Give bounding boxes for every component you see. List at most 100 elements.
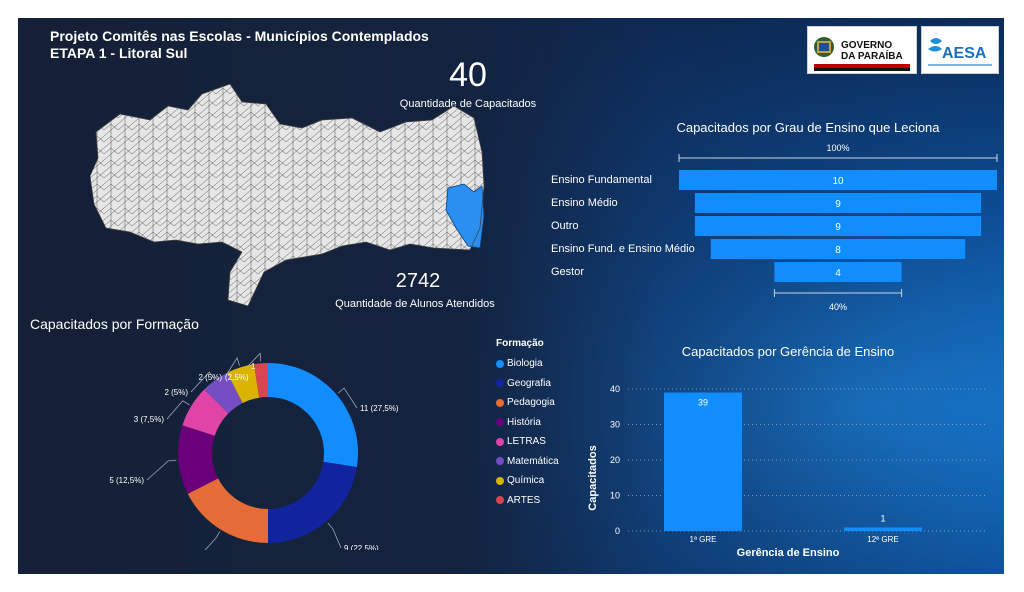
donut-leader-line — [337, 387, 358, 409]
legend-dot-icon — [496, 496, 504, 505]
map-litoral-sul-highlight — [445, 183, 485, 249]
donut-data-label: 5 (12,5%) — [109, 476, 144, 485]
donut-data-label: 11 (27,5%) — [360, 404, 399, 413]
funnel-category-label: Gestor — [551, 266, 584, 278]
aesa-logo-text: AESA — [942, 45, 987, 62]
donut-slice — [268, 461, 357, 543]
funnel-category-label: Ensino Médio — [551, 197, 618, 209]
column-title: Capacitados por Gerência de Ensino — [682, 344, 894, 359]
column-chart: Capacitados por Gerência de Ensino Capac… — [587, 344, 988, 559]
title-line-1: Projeto Comitês nas Escolas - Municípios… — [50, 28, 429, 44]
donut-leader-line — [146, 459, 177, 481]
funnel-value-label: 4 — [835, 268, 841, 279]
funnel-top-percent: 100% — [826, 143, 849, 153]
legend-label: Química — [507, 475, 545, 487]
funnel-bars: 10 Ensino Fundamental 9 Ensino Médio 9 Outro 8… — [551, 170, 997, 282]
legend-label: ARTES — [507, 494, 541, 506]
donut-labels: 11 (27,5%)9 (22,5%)7 (17,5%)5 (12,5%)3 (… — [109, 352, 399, 550]
legend-dot-icon — [496, 457, 504, 466]
funnel-bar — [710, 239, 966, 259]
funnel-category-label: Ensino Fundamental — [551, 174, 652, 186]
legend-dot-icon — [496, 437, 504, 446]
legend-item: Geografia — [496, 374, 559, 394]
legend-dot-icon — [496, 398, 504, 407]
donut-leader-line — [224, 356, 240, 378]
donut-slice — [187, 478, 268, 543]
funnel-value-label: 9 — [835, 199, 841, 210]
kpi-alunos-value: 2742 — [395, 270, 441, 292]
legend-label: História — [507, 416, 541, 428]
title-line-2: ETAPA 1 - Litoral Sul — [50, 45, 188, 61]
donut-data-label-extra: (2,5%) — [225, 373, 249, 382]
legend-items: Biologia Geografia Pedagogia História LETRAS… — [496, 354, 559, 510]
funnel-bar — [694, 216, 982, 236]
funnel-chart: Capacitados por Grau de Ensino que Lecio… — [551, 120, 998, 312]
legend-dot-icon — [496, 359, 504, 368]
donut-legend: Formação Biologia Geografia Pedagogia Histó… — [496, 338, 559, 510]
donut-slice — [227, 364, 260, 404]
funnel-title: Capacitados por Grau de Ensino que Lecio… — [676, 120, 940, 135]
column-bar — [844, 527, 922, 531]
legend-item: Pedagogia — [496, 393, 559, 413]
aesa-logo: AESA — [921, 26, 999, 74]
donut-slice — [268, 363, 358, 468]
donut-data-label: 3 (7,5%) — [134, 415, 165, 424]
gov-logo-line2: DA PARAÍBA — [841, 49, 903, 62]
coat-of-arms-icon — [814, 37, 834, 57]
column-value-label: 39 — [698, 398, 708, 408]
donut-chart: 11 (27,5%)9 (22,5%)7 (17,5%)5 (12,5%)3 (… — [109, 352, 399, 550]
legend-item: Matemática — [496, 452, 559, 472]
column-xlabel: Gerência de Ensino — [737, 547, 840, 559]
legend-item: LETRAS — [496, 432, 559, 452]
map-municipality-borders — [90, 84, 484, 306]
donut-slices — [178, 363, 358, 543]
dashboard-canvas: Projeto Comitês nas Escolas - Municípios… — [18, 18, 1004, 574]
column-ytick-label: 10 — [610, 491, 620, 501]
column-category-label: 12ª GRE — [867, 535, 898, 544]
gov-paraiba-logo-graphic: GOVERNO DA PARAÍBA — [814, 37, 910, 71]
donut-title: Capacitados por Formação — [30, 316, 199, 332]
gov-logo-line1: GOVERNO — [841, 40, 892, 51]
column-value-label: 1 — [880, 513, 885, 523]
legend-label: LETRAS — [507, 436, 546, 448]
legend-dot-icon — [496, 476, 504, 485]
legend-item: ARTES — [496, 491, 559, 511]
paraiba-municipalities-map — [90, 83, 485, 307]
legend-label: Matemática — [507, 455, 559, 467]
page-title: Projeto Comitês nas Escolas - Municípios… — [50, 28, 429, 62]
legend-item: Biologia — [496, 354, 559, 374]
kpi-capacitados-value: 40 — [449, 56, 487, 94]
funnel-bar — [694, 193, 982, 213]
donut-leader-line — [204, 531, 221, 550]
water-drop-icon — [928, 38, 942, 52]
legend-dot-icon — [496, 379, 504, 388]
donut-leader-line — [247, 352, 262, 367]
column-ytick-label: 30 — [610, 420, 620, 430]
funnel-category-label: Outro — [551, 220, 579, 232]
funnel-value-label: 10 — [832, 176, 844, 187]
donut-slice — [178, 425, 219, 494]
donut-data-label: 1 — [251, 362, 256, 371]
legend-label: Pedagogia — [507, 397, 555, 409]
funnel-category-label: Ensino Fund. e Ensino Médio — [551, 243, 695, 255]
aesa-logo-graphic: AESA — [928, 38, 992, 66]
legend-label: Biologia — [507, 358, 543, 370]
column-ytick-label: 20 — [610, 455, 620, 465]
funnel-bar — [774, 262, 902, 282]
funnel-bar — [679, 170, 997, 190]
flag-stripe-red — [814, 64, 910, 68]
column-bars: 39 1ª GRE 1 12ª GRE — [664, 392, 922, 544]
aesa-logo-underline — [928, 64, 992, 66]
donut-slice — [182, 389, 229, 436]
legend-dot-icon — [496, 418, 504, 427]
donut-leader-line — [166, 400, 190, 420]
donut-slice — [253, 363, 268, 398]
donut-data-label: 9 (22,5%) — [344, 544, 379, 550]
kpi-capacitados-label: Quantidade de Capacitados — [399, 98, 537, 110]
column-category-label: 1ª GRE — [690, 535, 717, 544]
donut-slice — [204, 372, 243, 414]
funnel-bottom-percent: 40% — [829, 302, 847, 312]
donut-leader-line — [327, 522, 342, 549]
gov-paraiba-logo: GOVERNO DA PARAÍBA — [807, 26, 917, 74]
flag-stripe-black — [814, 68, 910, 71]
